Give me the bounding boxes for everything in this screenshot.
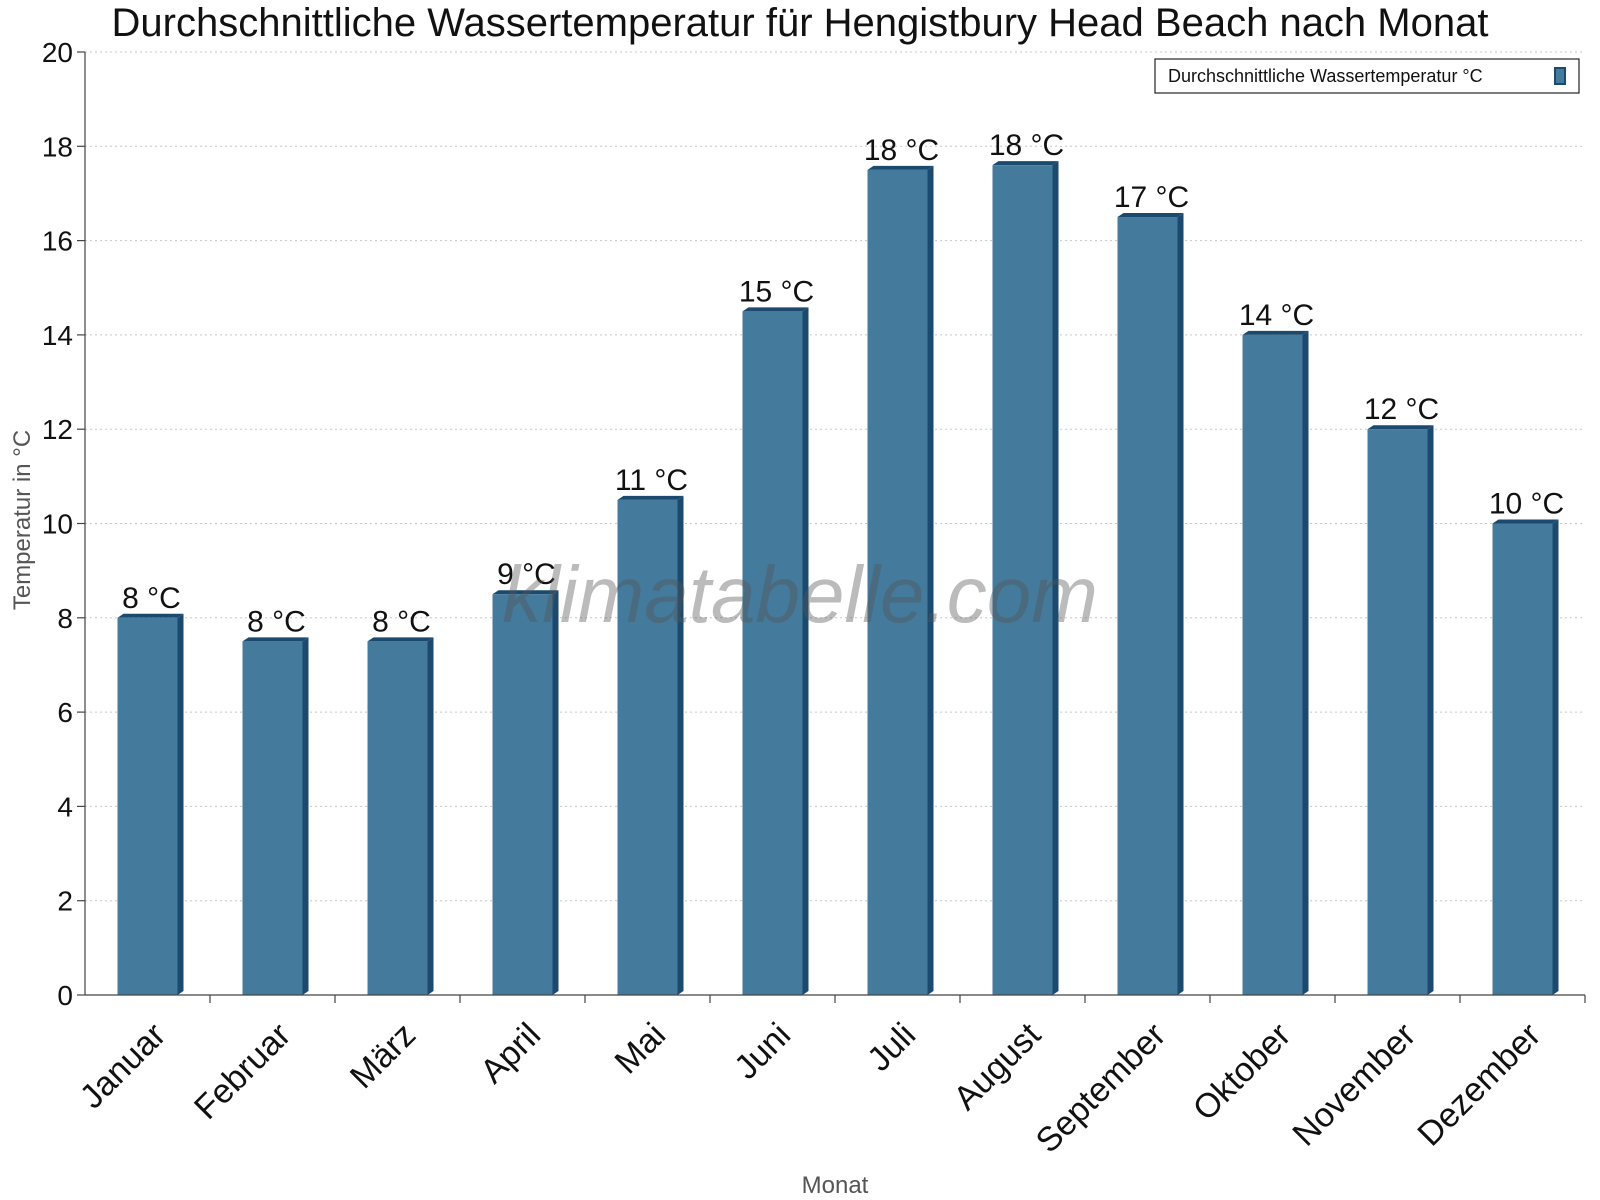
x-tick-label: März <box>343 1016 423 1096</box>
watermark: klimatabelle.com <box>502 550 1098 639</box>
bar-front <box>117 617 178 995</box>
bar-top <box>867 165 934 170</box>
bar <box>492 590 559 995</box>
y-tick-label: 10 <box>42 509 73 540</box>
y-tick-label: 12 <box>42 414 73 445</box>
chart-title: Durchschnittliche Wassertemperatur für H… <box>112 1 1489 45</box>
x-axis-title: Monat <box>802 1172 869 1199</box>
bar <box>617 495 684 995</box>
y-tick-label: 8 <box>57 603 73 634</box>
x-tick-label: August <box>946 1015 1048 1117</box>
x-tick-label: Juni <box>727 1016 798 1087</box>
x-tick-label: Dezember <box>1410 1016 1548 1154</box>
y-tick-label: 2 <box>57 886 73 917</box>
bar-front <box>367 641 428 995</box>
x-tick-label: Oktober <box>1186 1016 1298 1128</box>
bar <box>242 637 309 995</box>
bar <box>1242 330 1309 995</box>
bar-side <box>552 590 559 995</box>
x-tick-label: April <box>473 1016 548 1091</box>
bar-side <box>1052 161 1059 995</box>
y-tick-label: 0 <box>57 980 73 1011</box>
x-tick-label: Mai <box>608 1016 674 1082</box>
y-tick-label: 20 <box>42 37 73 68</box>
bar-side <box>302 637 309 995</box>
data-label: 8 °C <box>247 605 306 638</box>
x-tick-label: September <box>1029 1016 1173 1160</box>
bar-side <box>1552 519 1559 995</box>
bar-front <box>867 169 928 995</box>
data-label: 15 °C <box>739 275 814 308</box>
bar-top <box>1367 425 1434 430</box>
x-tick-label: Juli <box>860 1016 923 1079</box>
data-labels: 8 °C 8 °C 8 °C 9 °C 11 °C 15 °C 18 °C 18 °C 17 °… <box>122 129 1564 638</box>
bar-front <box>742 311 803 995</box>
legend-box <box>1154 58 1580 94</box>
data-label: 11 °C <box>615 464 688 497</box>
bar-top <box>242 637 309 642</box>
bar-top <box>1492 519 1559 524</box>
bar-top <box>492 590 559 595</box>
data-label: 8 °C <box>122 582 181 615</box>
bar-front <box>1492 523 1553 995</box>
bar-side <box>177 613 184 995</box>
y-tick-label: 6 <box>57 697 73 728</box>
y-tick-label: 4 <box>57 791 73 822</box>
bar-top <box>367 637 434 642</box>
bar-side <box>802 307 809 995</box>
data-label: 18 °C <box>989 129 1064 162</box>
legend-swatch <box>1554 67 1566 85</box>
bar-side <box>677 495 684 995</box>
bar-front <box>1367 429 1428 995</box>
data-label: 12 °C <box>1364 393 1439 426</box>
bar-top <box>992 161 1059 166</box>
data-label: 10 °C <box>1489 488 1564 521</box>
bar-front <box>992 165 1053 995</box>
legend: Durchschnittliche Wassertemperatur °C <box>1154 58 1580 94</box>
y-tick-label: 14 <box>42 320 73 351</box>
bar-front <box>492 594 553 995</box>
x-tick-label: November <box>1285 1016 1423 1154</box>
x-tick-label: Februar <box>187 1016 298 1127</box>
data-label: 14 °C <box>1239 299 1314 332</box>
x-tick-label: Januar <box>73 1016 173 1116</box>
bar-side <box>1177 213 1184 995</box>
bar <box>1492 519 1559 995</box>
bar-side <box>927 165 934 995</box>
grid <box>85 51 1585 902</box>
data-label: 8 °C <box>372 605 431 638</box>
bar-top <box>742 307 809 312</box>
bar-side <box>1427 425 1434 995</box>
bar-top <box>117 613 184 618</box>
bar <box>1117 213 1184 995</box>
bars <box>117 161 1559 995</box>
bar-top <box>1117 213 1184 218</box>
data-label: 17 °C <box>1114 181 1189 214</box>
bar <box>742 307 809 995</box>
legend-label: Durchschnittliche Wassertemperatur °C <box>1168 66 1483 86</box>
y-tick-label: 16 <box>42 226 73 257</box>
bar <box>867 165 934 995</box>
data-label: 18 °C <box>864 134 939 167</box>
bar <box>992 161 1059 995</box>
data-label: 9 °C <box>497 558 556 591</box>
bar-side <box>1302 330 1309 995</box>
bar-front <box>242 641 303 995</box>
bar <box>367 637 434 995</box>
y-axis-title: Temperatur in °C <box>9 430 36 610</box>
bar-front <box>1242 334 1303 995</box>
bar-front <box>617 499 678 995</box>
bar-top <box>1242 330 1309 335</box>
bar-side <box>427 637 434 995</box>
bar-front <box>1117 217 1178 995</box>
bar <box>1367 425 1434 995</box>
y-tick-label: 18 <box>42 131 73 162</box>
bar <box>117 613 184 995</box>
bar-top <box>617 495 684 500</box>
